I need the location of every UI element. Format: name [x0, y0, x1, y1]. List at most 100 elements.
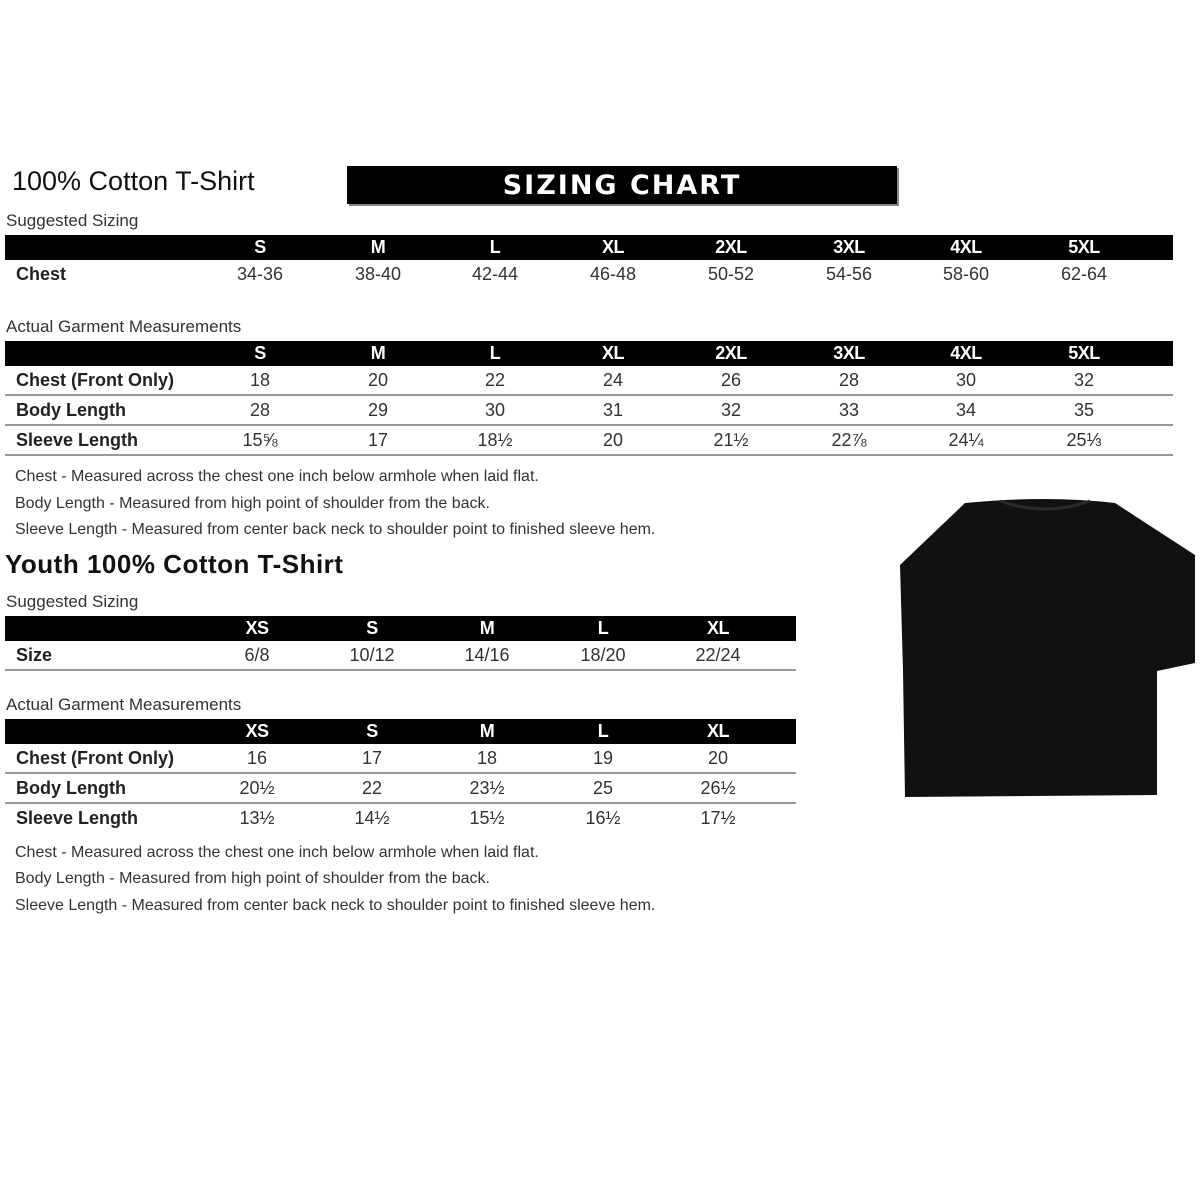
table-cell: 15⅝ — [242, 430, 278, 450]
row-label: Sleeve Length — [16, 808, 139, 828]
table-cell: 6/8 — [244, 645, 270, 665]
table-cell: 24 — [602, 370, 624, 390]
adult-actual-label: Actual Garment Measurements — [6, 317, 242, 336]
youth-actual-label: Actual Garment Measurements — [6, 695, 242, 714]
table-cell: 14/16 — [464, 645, 510, 665]
table-cell: 28 — [249, 400, 271, 420]
youth-note-body: Body Length - Measured from high point o… — [15, 870, 490, 887]
adult-note-body: Body Length - Measured from high point o… — [15, 495, 490, 512]
size-header-cell: 5XL — [1068, 343, 1100, 363]
table-cell: 38-40 — [354, 264, 402, 284]
table-cell: 46-48 — [589, 264, 637, 284]
table-cell: 35 — [1073, 400, 1095, 420]
table-cell: 20 — [367, 370, 389, 390]
size-header-cell: L — [489, 343, 501, 363]
table-row: Chest (Front Only) 18 20 22 24 26 28 30 32 — [5, 366, 1173, 396]
table-cell: 62-64 — [1060, 264, 1108, 284]
size-header-cell: L — [597, 721, 609, 741]
table-cell: 31 — [602, 400, 624, 420]
table-row: Chest (Front Only) 16 17 18 19 20 — [5, 744, 796, 774]
youth-suggested-table: XS S M L XL Size 6/8 10/12 14/16 18/20 22/24 — [5, 616, 796, 671]
size-header-cell: M — [370, 343, 386, 363]
table-cell: 20 — [707, 748, 729, 768]
size-header-cell: L — [489, 237, 501, 257]
adult-title: 100% Cotton T-Shirt — [12, 166, 255, 196]
row-label: Body Length — [16, 400, 126, 420]
table-cell: 30 — [484, 400, 506, 420]
size-header-cell: XL — [706, 721, 730, 741]
table-cell: 16½ — [585, 808, 621, 828]
youth-note-sleeve: Sleeve Length - Measured from center bac… — [15, 897, 656, 914]
table-cell: 20½ — [239, 778, 275, 798]
row-label: Body Length — [16, 778, 126, 798]
table-cell: 42-44 — [471, 264, 519, 284]
adult-actual-table: S M L XL 2XL 3XL 4XL 5XL Chest (Front Only) 18 20 2… — [5, 341, 1173, 456]
size-header-cell: XL — [601, 237, 625, 257]
youth-title: Youth 100% Cotton T-Shirt — [5, 549, 344, 579]
row-label: Sleeve Length — [16, 430, 139, 450]
table-row: Sleeve Length 13½ 14½ 15½ 16½ 17½ — [5, 804, 796, 832]
size-header-row: S M L XL 2XL 3XL 4XL 5XL — [5, 341, 1173, 366]
sizing-chart-banner: SIZING CHART — [347, 166, 897, 204]
table-row: Size 6/8 10/12 14/16 18/20 22/24 — [5, 641, 796, 671]
table-cell: 22/24 — [695, 645, 741, 665]
table-cell: 29 — [367, 400, 389, 420]
table-cell: 54-56 — [825, 264, 873, 284]
table-cell: 18½ — [477, 430, 513, 450]
size-header-cell: M — [479, 618, 495, 638]
size-header-row: XS S M L XL — [5, 719, 796, 744]
size-header-cell: M — [479, 721, 495, 741]
table-cell: 50-52 — [707, 264, 755, 284]
table-cell: 34-36 — [236, 264, 284, 284]
table-cell: 24¼ — [948, 430, 984, 450]
size-header-cell: L — [597, 618, 609, 638]
size-header-cell: XL — [601, 343, 625, 363]
table-cell: 28 — [838, 370, 860, 390]
table-cell: 26½ — [700, 778, 736, 798]
table-cell: 34 — [955, 400, 977, 420]
size-header-row: XS S M L XL — [5, 616, 796, 641]
table-cell: 25 — [592, 778, 614, 798]
table-cell: 32 — [720, 400, 742, 420]
table-cell: 30 — [955, 370, 977, 390]
size-header-cell: 2XL — [715, 343, 747, 363]
size-header-cell: 4XL — [950, 237, 982, 257]
table-cell: 58-60 — [942, 264, 990, 284]
table-cell: 17 — [361, 748, 383, 768]
table-cell: 16 — [246, 748, 268, 768]
adult-suggested-table: S M L XL 2XL 3XL 4XL 5XL Chest 34-36 38-40 42-44 46-… — [5, 235, 1173, 288]
table-cell: 20 — [602, 430, 624, 450]
table-cell: 19 — [592, 748, 614, 768]
size-header-row: S M L XL 2XL 3XL 4XL 5XL — [5, 235, 1173, 260]
table-row: Body Length 28 29 30 31 32 33 34 35 — [5, 396, 1173, 426]
table-cell: 21½ — [713, 430, 749, 450]
table-cell: 18 — [476, 748, 498, 768]
table-cell: 32 — [1073, 370, 1095, 390]
table-cell: 15½ — [469, 808, 505, 828]
size-header-cell: 5XL — [1068, 237, 1100, 257]
size-header-cell: 3XL — [833, 237, 865, 257]
size-header-cell: S — [366, 618, 378, 638]
size-header-cell: S — [254, 343, 266, 363]
adult-suggested-label: Suggested Sizing — [6, 211, 139, 230]
youth-note-chest: Chest - Measured across the chest one in… — [15, 844, 539, 861]
size-header-cell: XS — [245, 618, 269, 638]
table-cell: 22 — [484, 370, 506, 390]
table-cell: 22⅞ — [831, 430, 867, 450]
table-cell: 26 — [720, 370, 742, 390]
row-label: Chest (Front Only) — [16, 370, 174, 390]
table-cell: 10/12 — [349, 645, 395, 665]
youth-actual-table: XS S M L XL Chest (Front Only) 16 17 18 19 20 Body … — [5, 719, 796, 832]
size-header-cell: 3XL — [833, 343, 865, 363]
table-cell: 22 — [361, 778, 383, 798]
table-cell: 33 — [838, 400, 860, 420]
size-header-cell: 2XL — [715, 237, 747, 257]
table-cell: 14½ — [354, 808, 390, 828]
size-header-cell: XL — [706, 618, 730, 638]
table-row: Body Length 20½ 22 23½ 25 26½ — [5, 774, 796, 804]
row-label: Chest (Front Only) — [16, 748, 174, 768]
table-row: Chest 34-36 38-40 42-44 46-48 50-52 54-56 58-60… — [5, 260, 1173, 288]
adult-note-chest: Chest - Measured across the chest one in… — [15, 468, 539, 485]
size-header-cell: 4XL — [950, 343, 982, 363]
table-row: Sleeve Length 15⅝ 17 18½ 20 21½ 22⅞ 24¼ 25⅓ — [5, 426, 1173, 456]
